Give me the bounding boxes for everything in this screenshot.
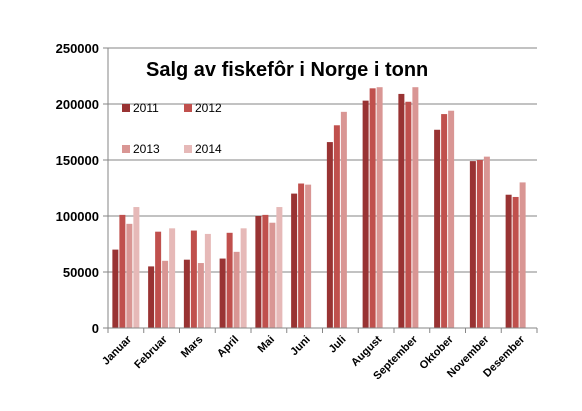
x-tick-label: Mai	[256, 334, 277, 355]
bar-2012-april	[226, 232, 233, 328]
y-tick-label: 0	[92, 321, 99, 336]
y-tick-label: 100000	[56, 209, 99, 224]
y-tick-label: 200000	[56, 97, 99, 112]
bar-2013-september	[412, 87, 419, 328]
bar-2011-november	[469, 161, 476, 328]
x-tick-label: April	[215, 334, 241, 360]
gridlines	[108, 47, 537, 273]
y-tick-label: 150000	[56, 153, 99, 168]
bar-2013-august	[376, 87, 383, 328]
bar-2012-november	[476, 160, 483, 328]
bar-2012-august	[369, 88, 376, 328]
x-tick-label: Juni	[288, 334, 312, 358]
bar-2013-desember	[519, 182, 526, 328]
bar-2011-juli	[326, 142, 333, 328]
bar-2011-juni	[291, 193, 298, 328]
bar-2012-juli	[333, 125, 340, 328]
legend-label-2014: 2014	[195, 142, 222, 156]
bar-2011-september	[398, 93, 405, 328]
bar-2012-juni	[298, 183, 305, 328]
legend-swatch-2011	[122, 104, 130, 112]
legend-label-2012: 2012	[195, 101, 222, 115]
legend-label-2013: 2013	[133, 142, 160, 156]
bar-2012-februar	[155, 231, 162, 328]
x-tick-label: August	[349, 333, 385, 369]
bar-2013-april	[233, 251, 240, 328]
legend-swatch-2014	[184, 145, 192, 153]
bar-2012-september	[405, 101, 412, 328]
bar-2012-mai	[262, 214, 269, 328]
bar-2013-november	[483, 156, 490, 328]
bar-2011-desember	[505, 194, 512, 328]
bar-2014-april	[240, 228, 247, 328]
bar-2011-august	[362, 100, 369, 328]
bar-2012-januar	[119, 214, 126, 328]
bar-2014-mai	[276, 207, 283, 328]
x-tick-label: Februar	[132, 333, 170, 371]
x-tick-label: Mars	[179, 334, 206, 361]
legend-label-2011: 2011	[133, 101, 159, 115]
x-tick-label: Januar	[100, 333, 135, 368]
chart-title: Salg av fiskefôr i Norge i tonn	[146, 59, 428, 81]
bar-2012-oktober	[441, 114, 448, 328]
bar-2011-mai	[255, 216, 262, 328]
bars	[112, 87, 526, 328]
bar-2013-juli	[340, 111, 347, 328]
bar-2011-mars	[183, 259, 190, 328]
bar-2014-januar	[133, 207, 140, 328]
legend-swatch-2012	[184, 104, 192, 112]
y-tick-label: 250000	[56, 41, 99, 56]
bar-2011-februar	[148, 266, 155, 328]
legend-swatch-2013	[122, 145, 130, 153]
bar-2011-april	[219, 258, 226, 328]
bar-2014-mars	[204, 233, 211, 328]
legend: 2011 2012 2013 2014	[122, 101, 222, 156]
bar-2012-desember	[512, 196, 519, 328]
bar-2014-februar	[169, 228, 176, 328]
x-tick-label: Juli	[327, 334, 349, 356]
bar-2013-mai	[269, 222, 276, 328]
bar-2013-mars	[197, 263, 204, 328]
bar-2013-oktober	[448, 110, 455, 328]
bar-2013-februar	[162, 260, 169, 328]
y-tick-label: 50000	[63, 265, 99, 280]
bar-2012-mars	[190, 230, 197, 328]
bar-2013-januar	[126, 223, 133, 328]
bar-2011-oktober	[434, 129, 441, 328]
bar-2011-januar	[112, 249, 119, 328]
bar-2013-juni	[305, 184, 312, 328]
